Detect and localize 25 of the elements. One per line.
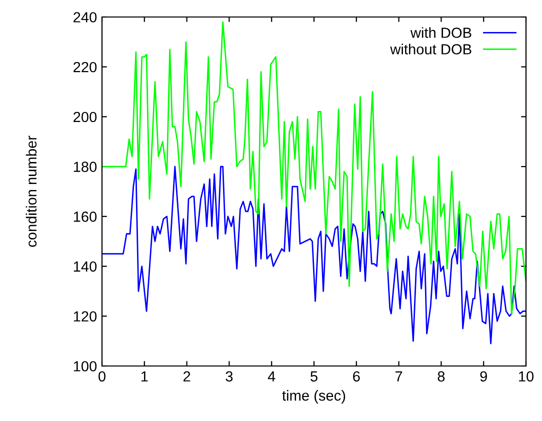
line-series — [102, 166, 526, 344]
x-tick-label: 5 — [310, 371, 318, 382]
y-tick-label: 220 — [74, 62, 97, 72]
y-tick-label: 240 — [74, 12, 97, 22]
x-tick-label: 2 — [183, 371, 190, 382]
y-tick-label: 100 — [74, 361, 97, 372]
y-tick-label: 200 — [74, 112, 97, 122]
y-tick-label: 160 — [74, 212, 97, 222]
y-tick-label: 180 — [74, 162, 97, 172]
x-tick-label: 9 — [480, 371, 487, 382]
x-tick-label: 4 — [268, 371, 276, 382]
x-tick-label: 0 — [98, 371, 106, 382]
line-series — [102, 21, 526, 314]
x-tick-label: 7 — [395, 371, 402, 382]
legend-label: with DOB — [410, 27, 472, 38]
x-tick-label: 8 — [438, 371, 445, 382]
y-tick-label: 140 — [74, 261, 97, 272]
y-tick-label: 120 — [74, 311, 97, 322]
x-axis-title: time (sec) — [282, 390, 346, 404]
x-tick-label: 1 — [141, 371, 148, 382]
x-tick-label: 3 — [226, 371, 233, 382]
legend-label: without DOB — [390, 44, 472, 54]
x-tick-label: 10 — [519, 371, 534, 382]
y-axis-title: condition number — [26, 136, 37, 247]
x-tick-label: 6 — [353, 371, 360, 382]
